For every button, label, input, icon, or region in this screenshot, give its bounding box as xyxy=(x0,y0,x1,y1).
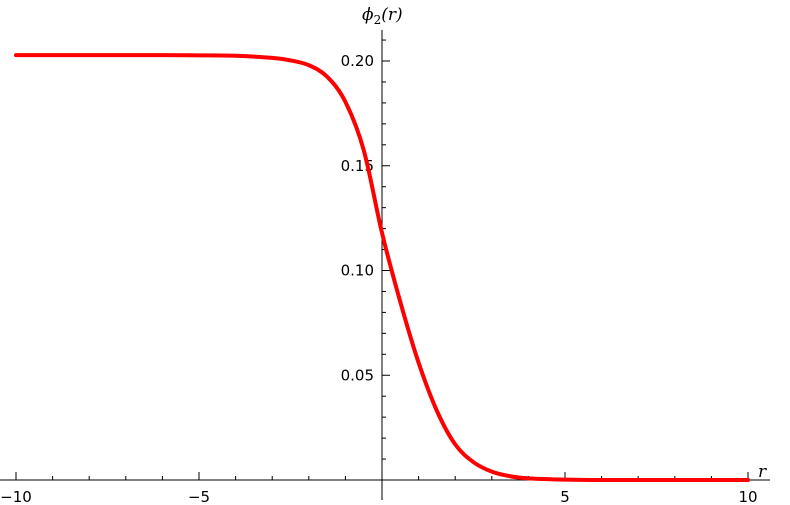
y-axis-label: ϕ2(r) xyxy=(362,5,403,27)
y-tick-label: 0.10 xyxy=(341,262,374,280)
axes xyxy=(0,30,770,500)
y-tick-label: 0.05 xyxy=(341,366,374,384)
tick-labels: −10 −5 5 100.050.100.150.20 xyxy=(0,52,757,505)
y-axis-label-main: ϕ xyxy=(362,5,374,25)
series-layer xyxy=(14,53,750,483)
ticks xyxy=(15,39,749,480)
x-tick-label: 5 xyxy=(560,488,570,505)
y-axis-label-subscript: 2 xyxy=(374,13,382,27)
x-tick-label: −10 xyxy=(0,488,32,505)
x-tick-label: 10 xyxy=(738,488,757,505)
x-axis-label: r xyxy=(758,462,767,482)
y-axis-label-argument: (r) xyxy=(381,5,402,25)
series-line-0 xyxy=(14,53,750,483)
y-tick-label: 0.20 xyxy=(341,52,374,70)
x-tick-label: −5 xyxy=(188,488,210,505)
